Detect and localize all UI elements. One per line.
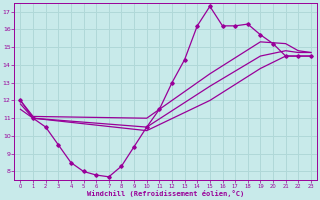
X-axis label: Windchill (Refroidissement éolien,°C): Windchill (Refroidissement éolien,°C) (87, 190, 244, 197)
